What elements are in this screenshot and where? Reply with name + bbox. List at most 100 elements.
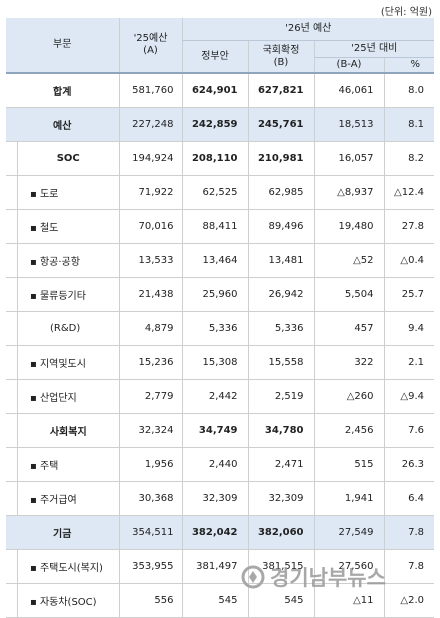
row-label: ▪ 지역및도시: [6, 345, 119, 380]
cell-final: 26,942: [247, 277, 314, 312]
cell-diff: △8,937: [313, 175, 384, 210]
cell-b25: 581,760: [118, 73, 182, 108]
cell-diff: △260: [313, 379, 384, 414]
table-row: (R&D) 4,879 5,336 5,336 457 9.4: [6, 311, 435, 346]
cell-pct: 6.4: [383, 481, 435, 516]
cell-b25: 227,248: [118, 107, 182, 142]
cell-gov: 62,525: [181, 175, 248, 210]
watermark-logo: 경기남부뉴스: [241, 565, 386, 590]
cell-gov: 208,110: [181, 141, 248, 176]
row-label: 기금: [6, 515, 119, 550]
cell-final: 62,985: [247, 175, 314, 210]
cell-final: 245,761: [247, 107, 314, 142]
cell-gov: 13,464: [181, 243, 248, 278]
table-row: 사회복지 32,324 34,749 34,780 2,456 7.6: [6, 413, 435, 448]
cell-final: 15,558: [247, 345, 314, 380]
row-label: ▪ 주택: [6, 447, 119, 482]
header-final: 국회확정 (B): [247, 40, 314, 74]
cell-pct: 8.1: [383, 107, 435, 142]
table-row: ▪ 철도 70,016 88,411 89,496 19,480 27.8: [6, 209, 435, 244]
cell-gov: 2,442: [181, 379, 248, 414]
cell-b25: 32,324: [118, 413, 182, 448]
cell-final: 210,981: [247, 141, 314, 176]
cell-gov: 545: [181, 583, 248, 618]
cell-final: 13,481: [247, 243, 314, 278]
cell-gov: 5,336: [181, 311, 248, 346]
cell-final: 381,515: [247, 549, 314, 584]
cell-pct: 26.3: [383, 447, 435, 482]
cell-gov: 32,309: [181, 481, 248, 516]
cell-gov: 88,411: [181, 209, 248, 244]
cell-gov: 25,960: [181, 277, 248, 312]
cell-pct: △9.4: [383, 379, 435, 414]
cell-gov: 381,497: [181, 549, 248, 584]
row-label: ▪ 주택도시(복지): [6, 549, 119, 584]
table-row: 합계 581,760 624,901 627,821 46,061 8.0: [6, 73, 435, 108]
header-pct: %: [383, 57, 435, 74]
row-label: ▪ 철도: [6, 209, 119, 244]
cell-final: 5,336: [247, 311, 314, 346]
cell-diff: 46,061: [313, 73, 384, 108]
cell-pct: 9.4: [383, 311, 435, 346]
cell-final: 2,471: [247, 447, 314, 482]
row-label: 예산: [6, 107, 119, 142]
cell-gov: 2,440: [181, 447, 248, 482]
cell-diff: 19,480: [313, 209, 384, 244]
cell-b25: 30,368: [118, 481, 182, 516]
table-body: 합계 581,760 624,901 627,821 46,061 8.0 예산 227,24…: [6, 73, 435, 618]
cell-gov: 242,859: [181, 107, 248, 142]
cell-b25: 2,779: [118, 379, 182, 414]
cell-final: 32,309: [247, 481, 314, 516]
cell-b25: 354,511: [118, 515, 182, 550]
cell-pct: 8.0: [383, 73, 435, 108]
table-row: ▪ 물류등기타 21,438 25,960 26,942 5,504 25.7: [6, 277, 435, 312]
cell-b25: 353,955: [118, 549, 182, 584]
cell-pct: 8.2: [383, 141, 435, 176]
table-row: 예산 227,248 242,859 245,761 18,513 8.1: [6, 107, 435, 142]
cell-pct: 27.8: [383, 209, 435, 244]
cell-b25: 71,922: [118, 175, 182, 210]
cell-b25: 1,956: [118, 447, 182, 482]
cell-diff: 2,456: [313, 413, 384, 448]
budget-table: 부문 '25예산 (A) '26년 예산 정부안 국회확정 (B) '25년 대비 …: [6, 18, 435, 618]
cell-diff: 27,549: [313, 515, 384, 550]
cell-pct: △0.4: [383, 243, 435, 278]
cell-final: 34,780: [247, 413, 314, 448]
header-diff: (B-A): [313, 57, 384, 74]
table-row: ▪ 지역및도시 15,236 15,308 15,558 322 2.1: [6, 345, 435, 380]
header-vs25: '25년 대비: [313, 40, 435, 58]
cell-gov: 382,042: [181, 515, 248, 550]
header-budget25: '25예산 (A): [118, 18, 182, 74]
row-label: 합계: [6, 73, 119, 108]
cell-pct: △12.4: [383, 175, 435, 210]
cell-gov: 15,308: [181, 345, 248, 380]
header-gov: 정부안: [181, 40, 248, 74]
cell-b25: 70,016: [118, 209, 182, 244]
cell-pct: 2.1: [383, 345, 435, 380]
table-row: ▪ 항공·공항 13,533 13,464 13,481 △52 △0.4: [6, 243, 435, 278]
cell-gov: 624,901: [181, 73, 248, 108]
row-label: ▪ 도로: [6, 175, 119, 210]
row-label: ▪ 항공·공항: [6, 243, 119, 278]
table-row: ▪ 주택도시(복지) 353,955 381,497 381,515 27,560 7.8: [6, 549, 435, 584]
row-label: ▪ 주거급여: [6, 481, 119, 516]
cell-b25: 4,879: [118, 311, 182, 346]
header-category: 부문: [6, 18, 119, 74]
table-row: ▪ 주거급여 30,368 32,309 32,309 1,941 6.4: [6, 481, 435, 516]
row-label: (R&D): [6, 311, 119, 346]
cell-diff: 515: [313, 447, 384, 482]
unit-label: (단위: 억원): [380, 7, 432, 18]
cell-diff: 322: [313, 345, 384, 380]
row-label: ▪ 산업단지: [6, 379, 119, 414]
cell-diff: 5,504: [313, 277, 384, 312]
cell-final: 627,821: [247, 73, 314, 108]
cell-pct: 7.6: [383, 413, 435, 448]
cell-diff: 16,057: [313, 141, 384, 176]
cell-diff: 27,560: [313, 549, 384, 584]
cell-b25: 13,533: [118, 243, 182, 278]
row-label: ▪ 자동차(SOC): [6, 583, 119, 618]
cell-b25: 556: [118, 583, 182, 618]
cell-pct: 7.8: [383, 549, 435, 584]
header-budget26: '26년 예산: [181, 18, 435, 41]
table-row: ▪ 산업단지 2,779 2,442 2,519 △260 △9.4: [6, 379, 435, 414]
